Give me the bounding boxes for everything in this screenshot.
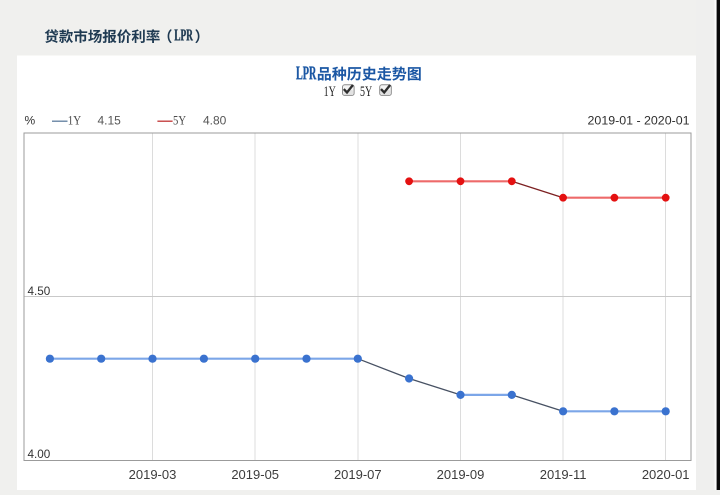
svg-text:1Y: 1Y — [324, 84, 337, 100]
svg-text:%: % — [25, 114, 36, 128]
svg-text:2019-01 - 2020-01: 2019-01 - 2020-01 — [588, 114, 690, 128]
svg-text:2019-07: 2019-07 — [334, 467, 382, 482]
svg-text:1Y: 1Y — [68, 113, 82, 128]
svg-text:2019-05: 2019-05 — [231, 467, 279, 482]
svg-text:2019-11: 2019-11 — [540, 467, 587, 482]
svg-text:4.50: 4.50 — [28, 285, 51, 298]
svg-text:4.15: 4.15 — [98, 114, 122, 128]
svg-text:2020-01: 2020-01 — [642, 467, 690, 482]
svg-text:5Y: 5Y — [173, 113, 186, 128]
svg-text:2019-03: 2019-03 — [129, 467, 177, 482]
svg-text:4.80: 4.80 — [203, 114, 227, 128]
svg-text:4.00: 4.00 — [28, 448, 51, 461]
svg-text:5Y: 5Y — [360, 84, 373, 100]
svg-text:2019-09: 2019-09 — [437, 467, 485, 482]
